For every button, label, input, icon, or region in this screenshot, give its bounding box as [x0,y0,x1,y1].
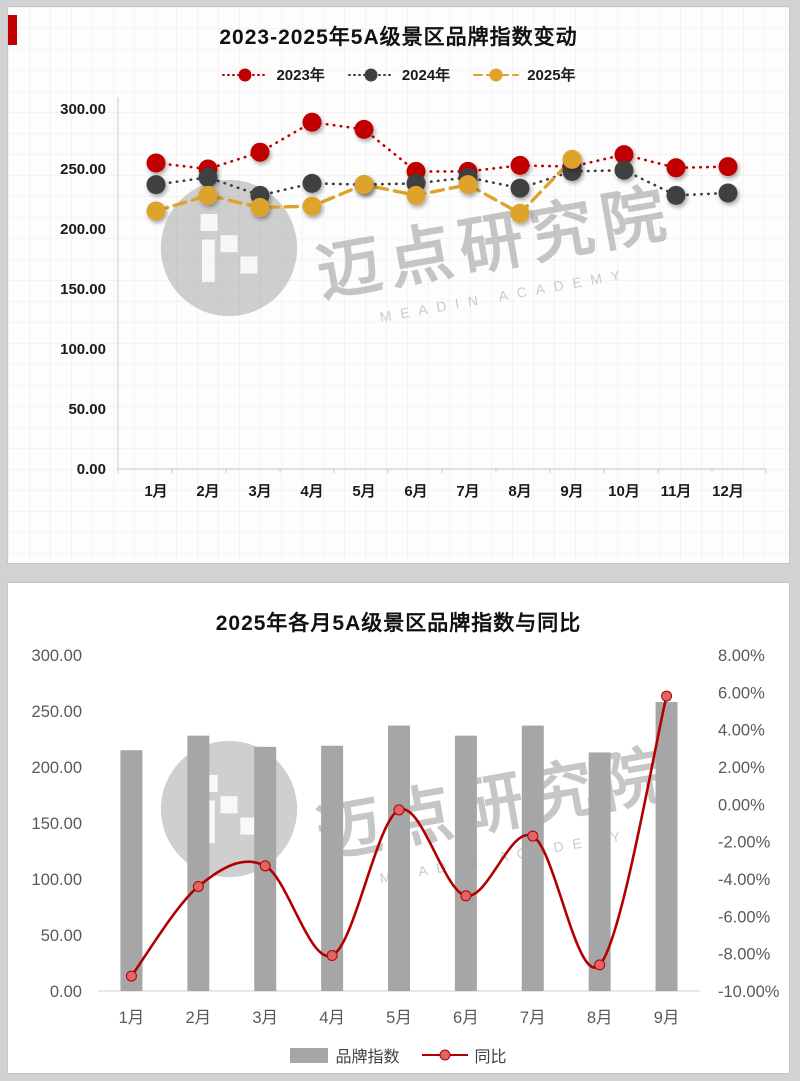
bottom-legend: 品牌指数 同比 [8,1043,789,1067]
svg-text:8月: 8月 [508,483,531,500]
bar-legend-swatch-icon [290,1047,329,1063]
svg-text:0.00: 0.00 [50,983,82,1001]
svg-text:150.00: 150.00 [60,281,106,298]
svg-text:150.00: 150.00 [32,815,82,833]
svg-text:-10.00%: -10.00% [718,983,780,1001]
svg-text:4.00%: 4.00% [718,722,765,740]
svg-text:7月: 7月 [456,483,479,500]
svg-text:200.00: 200.00 [60,221,106,238]
legend-item: 同比 [421,1043,507,1067]
legend-item: 2024年 [347,64,450,85]
svg-text:10月: 10月 [608,483,640,500]
svg-text:2月: 2月 [185,1009,211,1027]
legend-label: 2023年 [276,67,325,84]
svg-text:7月: 7月 [520,1009,546,1027]
svg-text:0.00: 0.00 [77,461,106,478]
svg-text:8月: 8月 [587,1009,613,1027]
svg-text:5月: 5月 [386,1009,412,1027]
top-chart-card: 2023-2025年5A级景区品牌指数变动 2023年 2024年 2025年 0.… [7,6,790,564]
svg-text:1月: 1月 [144,483,167,500]
svg-text:2月: 2月 [196,483,219,500]
svg-text:9月: 9月 [654,1009,680,1027]
top-legend: 2023年 2024年 2025年 [8,64,789,85]
top-chart-svg: 0.00 50.00 100.00 150.00 200.00 250.00 300.00 1… [60,97,767,500]
svg-text:3月: 3月 [252,1009,278,1027]
svg-text:50.00: 50.00 [68,401,106,418]
svg-text:250.00: 250.00 [60,161,106,178]
svg-text:300.00: 300.00 [60,101,106,118]
svg-text:300.00: 300.00 [32,647,82,665]
legend-marker-icon [347,68,394,81]
top-chart-title: 2023-2025年5A级景区品牌指数变动 [219,26,578,49]
line-legend-marker-icon [421,1049,468,1061]
svg-text:1月: 1月 [119,1009,145,1027]
svg-text:250.00: 250.00 [32,703,82,721]
legend-label: 2025年 [527,67,576,84]
legend-marker-icon [473,68,520,81]
svg-text:100.00: 100.00 [32,871,82,889]
svg-text:11月: 11月 [661,483,692,500]
legend-item: 2023年 [221,64,325,85]
svg-text:-2.00%: -2.00% [718,834,771,852]
svg-text:50.00: 50.00 [41,927,82,945]
legend-item: 品牌指数 [290,1043,400,1067]
svg-text:-6.00%: -6.00% [718,908,771,926]
svg-text:8.00%: 8.00% [718,647,765,665]
svg-text:2.00%: 2.00% [718,759,765,777]
legend-label: 2024年 [401,67,451,84]
svg-text:3月: 3月 [248,483,271,500]
svg-text:200.00: 200.00 [32,759,82,777]
bottom-chart-title: 2025年各月5A级景区品牌指数与同比 [215,612,582,635]
svg-text:4月: 4月 [319,1009,345,1027]
svg-text:12月: 12月 [712,483,744,500]
svg-text:100.00: 100.00 [60,341,106,358]
svg-text:0.00%: 0.00% [718,796,765,814]
svg-text:4月: 4月 [300,483,323,500]
bottom-chart-svg: 0.00 50.00 100.00 150.00 200.00 250.00 300.00 -… [32,647,780,1027]
legend-item: 2025年 [472,64,576,85]
legend-marker-icon [222,68,269,81]
svg-text:-4.00%: -4.00% [718,871,771,889]
red-accent-bar [8,15,17,45]
svg-text:6月: 6月 [453,1009,479,1027]
svg-text:5月: 5月 [352,483,375,500]
legend-label: 品牌指数 [335,1049,400,1066]
svg-text:9月: 9月 [560,483,583,500]
svg-text:6.00%: 6.00% [718,684,765,702]
legend-label: 同比 [474,1049,507,1066]
svg-text:6月: 6月 [404,483,427,500]
bottom-chart-card: 2025年各月5A级景区品牌指数与同比 0.00 50.00 100.00 150.0… [7,582,790,1074]
svg-text:-8.00%: -8.00% [718,946,771,964]
